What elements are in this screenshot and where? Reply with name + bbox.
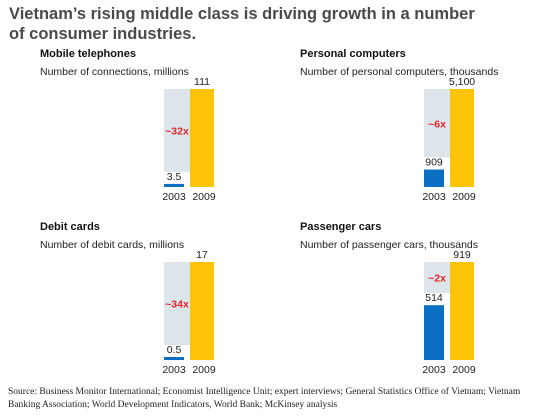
growth-multiplier: ~34x — [165, 299, 189, 311]
bar-chart-debit-cards: 0.5 17 ~34x 2003 2009 — [162, 249, 216, 376]
growth-band — [164, 89, 190, 172]
category-label-2003: 2003 — [162, 364, 186, 376]
panel-subtitle: Number of personal computers, thousands — [300, 66, 499, 78]
growth-band — [424, 262, 450, 294]
bar-2003 — [164, 357, 184, 360]
panel-subtitle: Number of passenger cars, thousands — [300, 239, 479, 251]
bar-2009 — [190, 262, 214, 360]
growth-band — [164, 262, 190, 345]
panel-passenger-cars: Passenger cars Number of passenger cars,… — [300, 221, 545, 386]
value-label-2009: 5,100 — [449, 76, 475, 88]
panel-title: Debit cards — [40, 221, 100, 233]
category-label-2009: 2009 — [192, 364, 216, 376]
panel-title: Mobile telephones — [40, 48, 136, 60]
source-note: Source: Business Monitor International; … — [8, 387, 521, 410]
chart-title: Vietnam’s rising middle class is driving… — [9, 5, 475, 43]
category-label-2003: 2003 — [422, 364, 446, 376]
category-label-2009: 2009 — [452, 364, 476, 376]
value-label-2003: 514 — [425, 292, 443, 304]
bar-chart-personal-computers: 909 5,100 ~6x 2003 2009 — [422, 76, 476, 203]
growth-band — [424, 89, 450, 158]
growth-multiplier: ~32x — [165, 125, 189, 137]
growth-multiplier: ~2x — [428, 273, 446, 285]
category-label-2009: 2009 — [452, 191, 476, 203]
value-label-2003: 909 — [425, 157, 443, 169]
category-label-2003: 2003 — [162, 191, 186, 203]
category-label-2009: 2009 — [192, 191, 216, 203]
panel-title: Personal computers — [300, 48, 406, 60]
bar-2003 — [424, 305, 444, 360]
panel-debit-cards: Debit cards Number of debit cards, milli… — [40, 221, 290, 386]
panel-mobile-telephones: Mobile telephones Number of connections,… — [40, 48, 290, 213]
bar-2009 — [190, 89, 214, 187]
panel-title: Passenger cars — [300, 221, 382, 233]
value-label-2009: 111 — [194, 76, 210, 88]
bar-2009 — [450, 89, 474, 187]
panel-subtitle: Number of debit cards, millions — [40, 239, 185, 251]
bar-chart-passenger-cars: 514 919 ~2x 2003 2009 — [422, 249, 476, 376]
bar-2009 — [450, 262, 474, 360]
value-label-2009: 919 — [453, 249, 471, 261]
bar-2003 — [164, 183, 184, 187]
panel-personal-computers: Personal computers Number of personal co… — [300, 48, 545, 213]
panel-subtitle: Number of connections, millions — [40, 66, 189, 78]
growth-multiplier: ~6x — [428, 118, 446, 130]
bar-2003 — [424, 169, 444, 187]
value-label-2003: 0.5 — [167, 344, 182, 356]
category-label-2003: 2003 — [422, 191, 446, 203]
value-label-2009: 17 — [196, 249, 208, 261]
value-label-2003: 3.5 — [167, 171, 182, 183]
bar-chart-mobile-telephones: 3.5 111 ~32x 2003 2009 — [162, 76, 216, 203]
